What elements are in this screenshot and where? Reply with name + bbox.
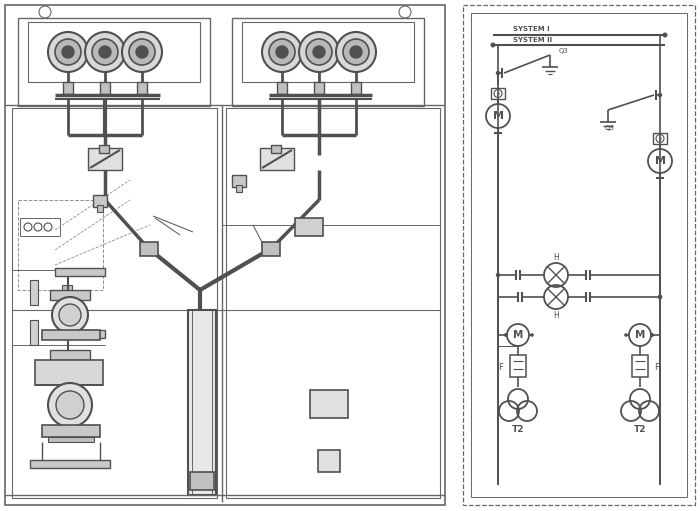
Circle shape xyxy=(48,383,92,427)
Text: M: M xyxy=(635,330,645,340)
Bar xyxy=(62,285,72,297)
Text: H: H xyxy=(553,311,559,319)
Bar xyxy=(55,330,105,338)
Text: M: M xyxy=(654,156,666,166)
Text: H: H xyxy=(553,252,559,262)
Bar xyxy=(100,82,110,94)
Bar xyxy=(262,242,280,256)
Bar xyxy=(271,145,281,153)
Circle shape xyxy=(343,39,369,65)
Circle shape xyxy=(313,46,325,58)
Circle shape xyxy=(52,297,88,333)
Bar xyxy=(20,218,60,236)
Circle shape xyxy=(650,333,654,337)
Bar xyxy=(491,88,505,99)
Bar xyxy=(63,82,73,94)
Circle shape xyxy=(136,46,148,58)
Bar xyxy=(30,280,38,305)
Text: ρ: ρ xyxy=(496,91,500,96)
Text: T2: T2 xyxy=(634,425,646,433)
Circle shape xyxy=(62,46,74,58)
Circle shape xyxy=(530,333,534,337)
Text: M: M xyxy=(493,111,503,121)
Circle shape xyxy=(496,273,500,277)
Text: ρ: ρ xyxy=(659,136,661,141)
Circle shape xyxy=(662,33,668,37)
Circle shape xyxy=(336,32,376,72)
Circle shape xyxy=(262,32,302,72)
Text: Q3: Q3 xyxy=(605,125,615,131)
Text: SYSTEM I: SYSTEM I xyxy=(513,26,550,32)
Text: Q3: Q3 xyxy=(559,48,569,54)
Circle shape xyxy=(658,295,662,299)
Circle shape xyxy=(350,46,362,58)
Bar xyxy=(28,22,200,82)
Circle shape xyxy=(299,32,339,72)
Bar xyxy=(351,82,361,94)
Circle shape xyxy=(306,39,332,65)
Circle shape xyxy=(122,32,162,72)
Bar xyxy=(50,350,90,360)
Bar xyxy=(314,82,324,94)
Bar xyxy=(232,18,424,106)
Bar xyxy=(137,82,147,94)
Bar xyxy=(510,355,526,377)
Bar xyxy=(140,242,158,256)
Bar xyxy=(653,133,667,144)
Circle shape xyxy=(55,39,81,65)
Text: F: F xyxy=(498,362,503,371)
Bar xyxy=(310,390,348,418)
Circle shape xyxy=(491,42,496,48)
Circle shape xyxy=(496,71,500,75)
Bar xyxy=(35,360,103,385)
Bar xyxy=(12,108,217,498)
Bar xyxy=(260,148,294,170)
Bar xyxy=(93,195,107,207)
Bar xyxy=(188,310,216,495)
Bar xyxy=(88,148,122,170)
Circle shape xyxy=(658,93,662,97)
Bar xyxy=(232,175,246,187)
Bar xyxy=(50,290,90,300)
Text: T2: T2 xyxy=(512,425,524,433)
Circle shape xyxy=(92,39,118,65)
Text: SYSTEM II: SYSTEM II xyxy=(513,37,552,43)
Bar xyxy=(97,205,103,212)
Bar xyxy=(277,82,287,94)
Circle shape xyxy=(269,39,295,65)
Circle shape xyxy=(658,295,662,299)
Bar xyxy=(632,355,648,377)
Circle shape xyxy=(85,32,125,72)
Bar xyxy=(99,145,109,153)
Circle shape xyxy=(624,333,628,337)
Circle shape xyxy=(48,32,88,72)
Text: F: F xyxy=(654,362,659,371)
Bar xyxy=(226,108,440,498)
Bar xyxy=(30,460,110,468)
Bar xyxy=(55,268,105,276)
Circle shape xyxy=(129,39,155,65)
Bar xyxy=(295,218,323,236)
Circle shape xyxy=(59,304,81,326)
Bar xyxy=(471,13,687,497)
Bar xyxy=(42,425,100,437)
Bar xyxy=(18,200,103,290)
Bar xyxy=(236,185,242,192)
Bar xyxy=(190,472,214,490)
Bar xyxy=(5,5,445,505)
Text: M: M xyxy=(513,330,523,340)
Bar xyxy=(42,330,100,340)
Circle shape xyxy=(504,333,508,337)
Bar xyxy=(30,320,38,345)
Circle shape xyxy=(276,46,288,58)
Circle shape xyxy=(99,46,111,58)
Bar xyxy=(318,450,340,472)
Bar xyxy=(242,22,414,82)
Bar xyxy=(18,18,210,106)
Bar xyxy=(48,437,94,442)
Bar xyxy=(463,5,695,505)
Circle shape xyxy=(56,391,84,419)
